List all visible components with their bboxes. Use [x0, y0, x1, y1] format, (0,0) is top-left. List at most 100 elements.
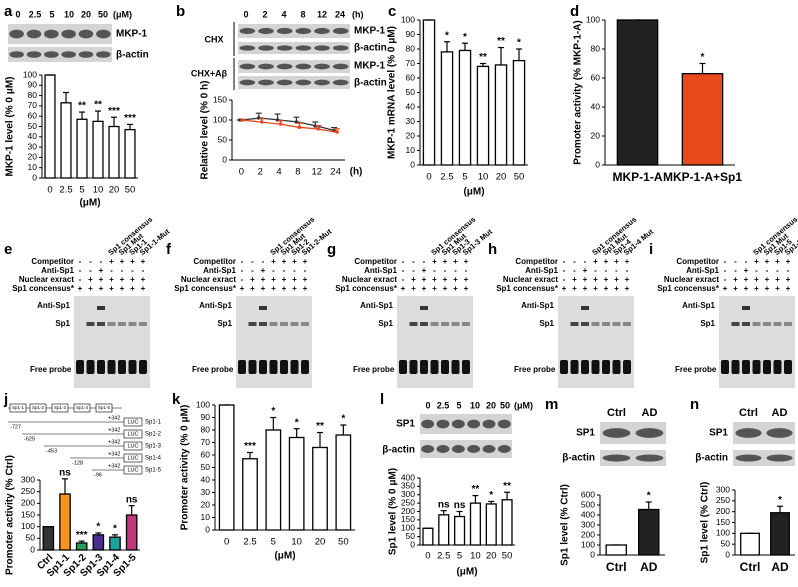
- bar: [740, 532, 760, 556]
- emsa-sign: -: [724, 257, 727, 266]
- band-label: Free probe: [30, 365, 72, 374]
- emsa-sign: +: [240, 284, 245, 293]
- y-tick-label: 90: [28, 80, 38, 90]
- reporter-box: [123, 465, 143, 475]
- site-box: [51, 403, 69, 413]
- significance: ns: [59, 467, 71, 478]
- bar: [92, 534, 105, 551]
- emsa-sign: +: [443, 275, 448, 284]
- gel-band: [259, 322, 267, 326]
- emsa-sign: -: [755, 266, 758, 275]
- bar: [59, 493, 71, 551]
- blot-row-label: β-actin: [116, 50, 149, 61]
- lane-label: Ctrl: [739, 407, 758, 419]
- emsa-sign: -: [89, 266, 92, 275]
- y-tick-label: 50: [218, 134, 228, 144]
- y-tick-label: 150: [716, 517, 730, 527]
- x-tick-label: 50: [125, 185, 136, 196]
- emsa-sign: -: [584, 257, 587, 266]
- gel-band: [591, 360, 600, 374]
- band-label: Anti-Sp1: [199, 301, 232, 310]
- x-tick-label: MKP-1-A: [613, 170, 663, 184]
- x-tick-label: 50: [502, 551, 513, 562]
- band-label: Free probe: [675, 365, 717, 374]
- x-tick-label: AD: [771, 560, 789, 574]
- emsa-row-label: Sp1 concensus*: [496, 284, 559, 293]
- bar: [476, 65, 490, 166]
- bar: [616, 19, 659, 166]
- reporter-label: LUC: [127, 467, 138, 473]
- emsa-sign: -: [563, 266, 566, 275]
- gel-band: [409, 322, 418, 326]
- gel-band: [441, 360, 449, 374]
- construct-name: Sp1-2: [145, 432, 162, 438]
- significance: *: [445, 30, 449, 41]
- y-axis-label: MKP-1 mRNA level (% 0 μM): [387, 26, 398, 159]
- significance: *: [271, 406, 275, 417]
- x-axis-label: (μM): [79, 198, 100, 209]
- lane-label: 0: [15, 9, 20, 19]
- emsa-sign: +: [453, 257, 458, 266]
- lane-label: AD: [772, 407, 788, 419]
- emsa-row-label: Anti-Sp1: [203, 266, 236, 275]
- gel-band: [430, 322, 439, 326]
- bar: [109, 536, 121, 551]
- emsa-row-label: Anti-Sp1: [364, 266, 397, 275]
- y-axis-label: Promoter activity (% MKP-1-A): [573, 20, 584, 164]
- gel-band: [118, 360, 126, 374]
- gel: [558, 296, 634, 388]
- gel-band: [430, 360, 439, 374]
- construct-name: Sp1-3: [145, 444, 162, 450]
- reporter-box: [123, 441, 143, 451]
- emsa-sign: +: [775, 257, 780, 266]
- emsa-row-label: Nuclear exract: [19, 275, 74, 284]
- emsa-sign: +: [432, 275, 437, 284]
- gel-band: [612, 322, 621, 326]
- band-label: Anti-Sp1: [521, 301, 554, 310]
- reporter-box: [123, 429, 143, 439]
- x-tick-label: 50: [514, 172, 525, 183]
- emsa-sign: -: [110, 266, 113, 275]
- significance: *: [463, 32, 467, 43]
- x-tick-label: 10: [291, 537, 302, 548]
- x-tick-label: 5: [457, 551, 462, 562]
- y-tick-label: 100: [196, 399, 210, 409]
- y-axis-label: Sp1 level (% 0 μM): [388, 468, 399, 555]
- emsa-sign: -: [724, 266, 727, 275]
- emsa-sign: +: [411, 284, 416, 293]
- emsa-sign: +: [775, 284, 780, 293]
- blot-band: [766, 454, 793, 462]
- significance: *: [701, 52, 705, 63]
- bar: [218, 404, 235, 531]
- gel-band: [97, 322, 105, 326]
- gel-band: [107, 360, 116, 374]
- y-tick-label: 40: [406, 101, 416, 111]
- blot-band: [258, 79, 274, 86]
- panel-letter: m: [545, 396, 558, 413]
- emsa-row-label: Anti-Sp1: [686, 266, 719, 275]
- lane-label: 12: [317, 9, 327, 19]
- emsa-sign: +: [261, 284, 266, 293]
- blot-band: [61, 29, 76, 39]
- band-label: Sp1: [55, 319, 70, 328]
- y-tick-label: 300: [401, 489, 415, 499]
- lane-label: 2.5: [437, 400, 450, 410]
- emsa-sign: -: [563, 257, 566, 266]
- y-tick-label: 60: [201, 449, 211, 459]
- emsa-sign: -: [745, 257, 748, 266]
- y-tick-label: 400: [581, 509, 595, 519]
- y-tick-label: 70: [201, 437, 211, 447]
- significance: *: [778, 495, 782, 506]
- construct-start: -453: [46, 448, 57, 454]
- site-box: [73, 403, 91, 413]
- y-tick-label: 80: [28, 90, 38, 100]
- y-axis-label: Promoter activity (% Ctrl): [5, 455, 16, 575]
- x-tick-label: 8: [295, 167, 300, 178]
- emsa-sign: +: [464, 275, 469, 284]
- band-label: Anti-Sp1: [682, 301, 715, 310]
- emsa-sign: +: [88, 284, 93, 293]
- y-tick-label: 40: [201, 474, 211, 484]
- band-label: Free probe: [514, 365, 556, 374]
- x-tick-label: 20: [486, 551, 497, 562]
- y-tick-label: 50: [406, 87, 416, 97]
